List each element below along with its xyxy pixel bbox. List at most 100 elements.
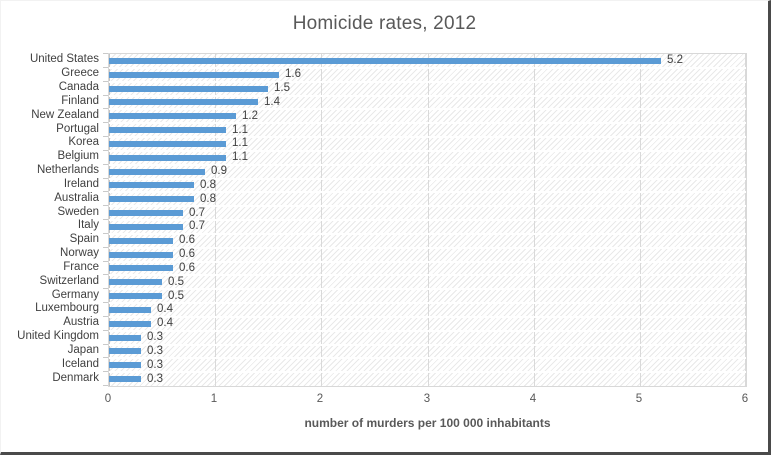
bar [109,279,162,285]
value-axis-title: number of murders per 100 000 inhabitant… [304,416,551,430]
value-tick-label: 3 [423,393,431,405]
bar [109,113,236,119]
row-separator [109,288,746,290]
bar [109,376,141,382]
row-separator [109,95,746,97]
data-label: 1.1 [232,137,248,149]
data-label: 0.6 [179,262,195,274]
data-label: 0.3 [147,331,163,343]
category-label: Italy [77,219,99,231]
bar [109,238,173,244]
category-tick-mark [103,164,108,165]
category-tick-mark [103,150,108,151]
bar [109,196,194,202]
value-tick-label: 0 [104,393,112,405]
category-tick-mark [103,178,108,179]
row-separator [109,302,746,304]
data-label: 0.6 [179,248,195,260]
row-separator [109,316,746,318]
data-label: 0.3 [147,359,163,371]
row-separator [109,274,746,276]
row-separator [109,178,746,180]
row-separator [109,357,746,359]
bar [109,224,183,230]
category-label: Denmark [52,372,99,384]
data-label: 0.3 [147,373,163,385]
value-tick-label: 4 [529,393,537,405]
category-tick-mark [103,302,108,303]
category-axis-labels: United States Greece Canada Finland New Zeal… [1,53,99,387]
bar [109,141,226,147]
row-separator [109,150,746,152]
chart-title: Homicide rates, 2012 [292,13,477,34]
row-separator [109,233,746,235]
data-label: 1.1 [232,124,248,136]
data-label: 1.2 [242,110,258,122]
row-separator [109,330,746,332]
category-tick-mark [103,67,108,68]
category-tick-mark [103,247,108,248]
value-tick-label: 5 [635,393,643,405]
category-label: Japan [67,344,99,356]
bar [109,182,194,188]
row-separator [109,219,746,221]
category-label: Korea [68,136,99,148]
data-label: 0.7 [189,207,205,219]
data-label: 0.5 [168,276,184,288]
category-label: Sweden [57,206,99,218]
bar [109,99,258,105]
category-label: Iceland [61,358,99,370]
data-label: 0.8 [200,193,216,205]
category-label: Switzerland [39,275,99,287]
data-label: 0.9 [211,165,227,177]
row-separator [109,247,746,249]
category-tick-mark [103,205,108,206]
category-tick-mark [103,344,108,345]
bar [109,362,141,368]
data-label: 0.3 [147,345,163,357]
bar [109,321,151,327]
category-tick-mark [103,122,108,123]
bar [109,86,268,92]
data-label: 0.8 [200,179,216,191]
category-tick-mark [103,385,108,386]
category-label: Belgium [57,150,99,162]
bar [109,169,205,175]
category-tick-mark [103,233,108,234]
category-tick-mark [103,316,108,317]
data-label: 1.4 [264,96,280,108]
bar [109,348,141,354]
category-tick-mark [103,136,108,137]
category-label: United Kingdom [17,330,99,342]
category-label: United States [29,53,99,65]
bar [109,210,183,216]
category-tick-mark [103,261,108,262]
category-tick-mark [103,53,108,54]
value-axis-tick-labels: 0 1 2 3 4 5 6 [105,393,748,407]
category-label: Netherlands [36,164,99,176]
bar [109,293,162,299]
data-label: 5.2 [667,54,683,66]
bar [109,58,661,64]
row-separator [109,344,746,346]
row-separator [109,136,746,138]
bar [109,252,173,258]
category-tick-mark [103,191,108,192]
category-label: Luxembourg [35,302,99,314]
category-label: Norway [60,247,99,259]
category-tick-mark [103,95,108,96]
category-tick-mark [103,357,108,358]
category-tick-mark [103,81,108,82]
category-label: Spain [69,233,99,245]
row-separator [109,191,746,193]
bar [109,335,141,341]
category-label: Canada [58,81,99,93]
row-separator [109,261,746,263]
category-label: New Zealand [31,109,99,121]
row-separator [109,122,746,124]
row-separator [109,81,746,83]
category-label: Australia [54,192,99,204]
data-label: 0.4 [157,303,173,315]
